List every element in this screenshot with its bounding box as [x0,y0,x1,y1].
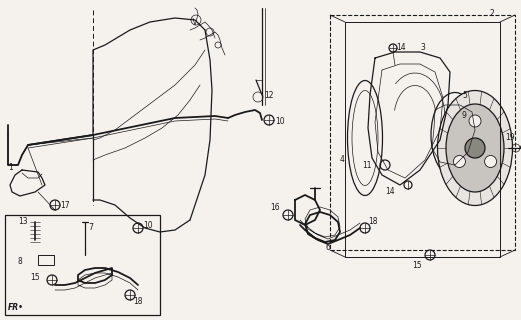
Circle shape [465,138,485,158]
Text: 1: 1 [8,164,13,172]
Text: 15: 15 [412,260,421,269]
Text: 4: 4 [340,156,345,164]
Text: 13: 13 [18,218,28,227]
Text: 3: 3 [420,44,425,52]
Text: 2: 2 [490,9,495,18]
Text: 17: 17 [60,201,70,210]
Bar [330,15,515,250]
Text: 18: 18 [133,298,143,307]
Text: 5: 5 [462,92,467,100]
Text: 19: 19 [505,133,515,142]
Circle shape [453,156,465,167]
Text: 14: 14 [385,188,394,196]
Text: 16: 16 [270,203,280,212]
Text: FR•: FR• [8,303,24,313]
Text: 14: 14 [396,44,406,52]
Circle shape [485,156,497,167]
Bar [5,215,160,315]
Text: 15: 15 [30,274,40,283]
Text: 8: 8 [18,257,23,266]
Ellipse shape [438,91,513,205]
Circle shape [469,115,481,127]
Text: 6: 6 [326,244,330,252]
Text: 10: 10 [143,220,153,229]
Bar [38,255,54,265]
Text: 10: 10 [275,117,284,126]
Text: 18: 18 [368,218,378,227]
Text: 11: 11 [362,161,371,170]
Text: 7: 7 [88,223,93,233]
Ellipse shape [446,104,504,192]
Text: 9: 9 [462,110,467,119]
Text: 12: 12 [264,91,274,100]
